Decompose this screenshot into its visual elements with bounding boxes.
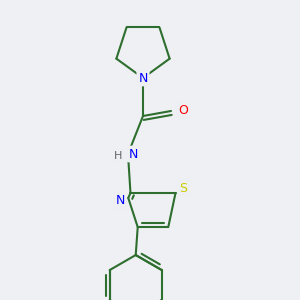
Text: N: N [116, 194, 125, 208]
Text: O: O [178, 104, 188, 118]
Text: H: H [114, 151, 122, 161]
Text: S: S [179, 182, 188, 194]
Text: N: N [128, 148, 138, 160]
Text: N: N [138, 71, 148, 85]
